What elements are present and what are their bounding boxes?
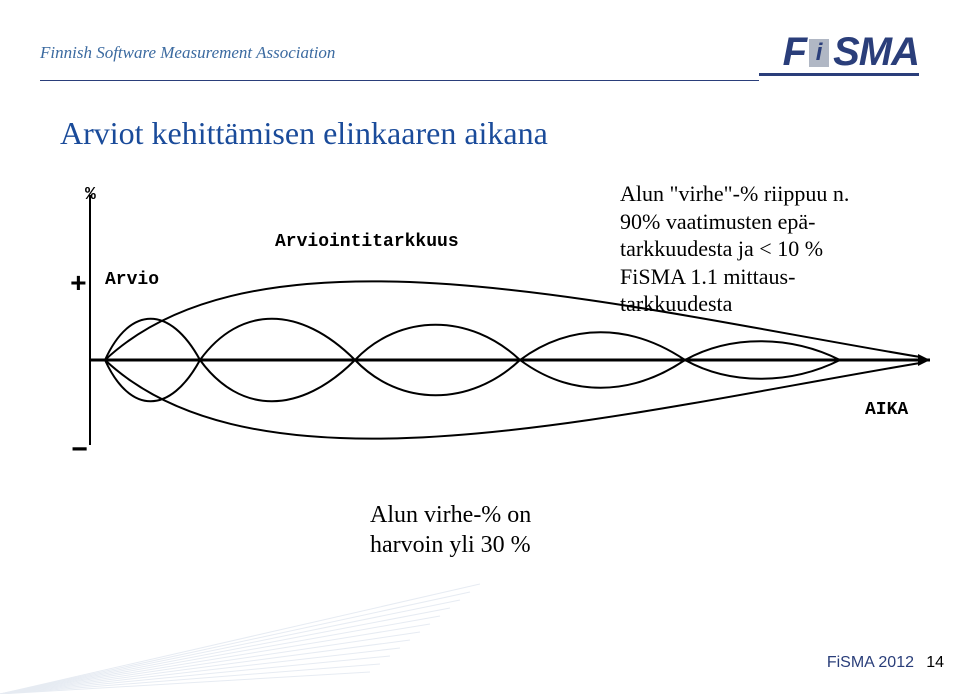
footer-brand: FiSMA 2012 xyxy=(827,654,914,672)
footer-decorative-lines xyxy=(0,564,480,694)
annotation-bottom-l1: Alun virhe-% on xyxy=(370,500,531,530)
minus-label: – xyxy=(70,430,89,467)
logo-letter-f: F xyxy=(783,30,805,75)
slide-title: Arviot kehittämisen elinkaaren aikana xyxy=(60,115,548,152)
arviointitarkkuus-label: Arviointitarkkuus xyxy=(275,232,459,252)
cone-diagram-svg xyxy=(60,185,930,475)
fisma-logo: F i SMA xyxy=(783,30,919,75)
logo-underline xyxy=(759,73,919,76)
association-name: Finnish Software Measurement Association xyxy=(40,43,335,63)
header-divider xyxy=(40,80,759,81)
annotation-bottom: Alun virhe-% on harvoin yli 30 % xyxy=(370,500,531,560)
aika-label: AIKA xyxy=(865,400,908,420)
slide-header: Finnish Software Measurement Association… xyxy=(40,30,919,75)
logo-letter-i: i xyxy=(816,39,823,67)
cone-diagram: % + – Arvio Arviointitarkkuus AIKA xyxy=(60,185,930,475)
footer-page-number: 14 xyxy=(926,654,944,672)
arvio-label: Arvio xyxy=(105,270,159,290)
plus-label: + xyxy=(70,270,87,301)
y-axis-percent-label: % xyxy=(85,185,96,205)
logo-letters-sma: SMA xyxy=(833,30,919,75)
annotation-bottom-l2: harvoin yli 30 % xyxy=(370,530,531,560)
logo-i-box: i xyxy=(809,39,829,67)
